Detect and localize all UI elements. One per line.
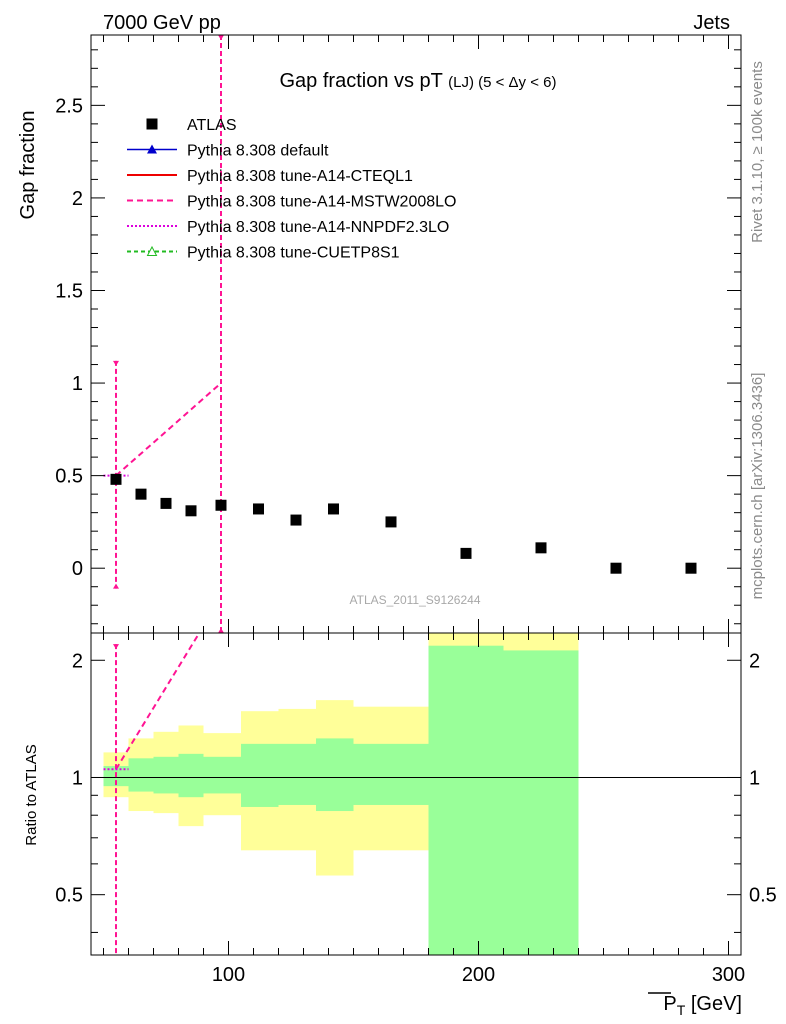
xtick-label: 300	[712, 964, 745, 986]
legend-open-triangle-icon	[146, 245, 158, 256]
main-ylabel: Gap fraction	[17, 111, 39, 220]
atlas-point-0	[110, 473, 122, 485]
atlas-point-6	[290, 514, 302, 526]
chart-title: Gap fraction vs pT (LJ) (5 < Δy < 6)	[280, 70, 557, 92]
mstw-errorcap-top-0	[113, 360, 119, 366]
band-green-4	[203, 756, 241, 794]
mstw-errorcap-top-1	[218, 35, 224, 40]
ratio-ytick-label-left: 2	[72, 650, 83, 672]
band-green-10	[503, 650, 579, 955]
xtick-label: 200	[462, 964, 495, 986]
mstw-errorcap-bottom-0	[113, 583, 119, 589]
band-green-1	[128, 758, 154, 792]
band-green-7	[316, 738, 354, 812]
atlas-point-1	[135, 488, 147, 500]
ratio-uncertainty-bands	[103, 633, 579, 955]
atlas-point-12	[685, 562, 697, 574]
ratio-ytick-label-left: 1	[72, 767, 83, 789]
band-green-8	[353, 743, 429, 805]
atlas-point-2	[160, 497, 172, 509]
ratio-ytick-label-left: 0.5	[55, 885, 83, 907]
ratio-ytick-label-right: 1	[749, 767, 760, 789]
atlas-point-7	[328, 503, 339, 515]
main-ytick-label: 0	[72, 558, 83, 580]
side-text-rivet: Rivet 3.1.10, ≥ 100k events	[749, 61, 766, 243]
band-green-2	[153, 756, 179, 794]
legend-label-0: ATLAS	[187, 117, 237, 134]
legend-triangle-icon	[147, 144, 157, 154]
atlas-point-3	[185, 505, 197, 517]
main-series-layer	[103, 35, 697, 633]
ratio-mstw-line	[115, 632, 201, 770]
atlas-point-8	[385, 516, 397, 528]
xaxis-label-p: P	[663, 993, 676, 1015]
side-text-mcplots: mcplots.cern.ch [arXiv:1306.3436]	[749, 373, 766, 600]
mstw-line	[115, 382, 222, 477]
header-right: Jets	[693, 12, 730, 34]
band-green-3	[178, 753, 204, 798]
main-ytick-label: 1	[72, 373, 83, 395]
atlas-point-9	[460, 547, 472, 559]
chart-title-main: Gap fraction vs pT	[280, 70, 443, 92]
ratio-frame	[90, 632, 742, 956]
chart-title-sub: (LJ) (5 < Δy < 6)	[448, 74, 556, 91]
atlas-point-4	[215, 499, 227, 511]
xaxis-label: PT [GeV]	[663, 993, 742, 1018]
legend-label-1: Pythia 8.308 default	[187, 143, 329, 160]
header-left: 7000 GeV pp	[103, 12, 221, 34]
legend: ATLAS Pythia 8.308 default Pythia 8.308 tu…	[127, 117, 456, 262]
main-ytick-label: 2.5	[55, 95, 83, 117]
legend-label-4: Pythia 8.308 tune-A14-NNPDF2.3LO	[187, 219, 449, 236]
atlas-point-11	[610, 562, 622, 574]
xaxis-label-unit: [GeV]	[685, 993, 742, 1015]
legend-label-3: Pythia 8.308 tune-A14-MSTW2008LO	[187, 194, 456, 211]
main-ytick-label: 1.5	[55, 280, 83, 302]
watermark: ATLAS_2011_S9126244	[350, 593, 481, 607]
xaxis-label-sub: T	[677, 1002, 686, 1018]
ratio-ytick-label-right: 0.5	[749, 885, 777, 907]
legend-marker-atlas	[146, 118, 158, 130]
ratio-ylabel: Ratio to ATLAS	[23, 744, 40, 845]
xtick-label: 100	[212, 964, 245, 986]
legend-label-2: Pythia 8.308 tune-A14-CTEQL1	[187, 168, 413, 185]
atlas-point-10	[535, 542, 547, 554]
main-ytick-label: 2	[72, 188, 83, 210]
main-ytick-label: 0.5	[55, 466, 83, 488]
band-green-9	[428, 645, 504, 955]
mstw-errorcap-bottom-1	[218, 628, 224, 633]
axes-layer: 0 0.5 1 1.5 2 2.5 100 200 300 0.5 0.5 1 1 2 2	[55, 34, 777, 986]
legend-label-5: Pythia 8.308 tune-CUETP8S1	[187, 245, 400, 262]
ratio-mstw-errorcap	[113, 644, 119, 650]
ratio-ytick-label-right: 2	[749, 650, 760, 672]
band-green-6	[278, 743, 316, 805]
ratio-series-layer	[103, 632, 201, 955]
band-green-5	[241, 743, 279, 807]
atlas-point-5	[253, 503, 264, 515]
